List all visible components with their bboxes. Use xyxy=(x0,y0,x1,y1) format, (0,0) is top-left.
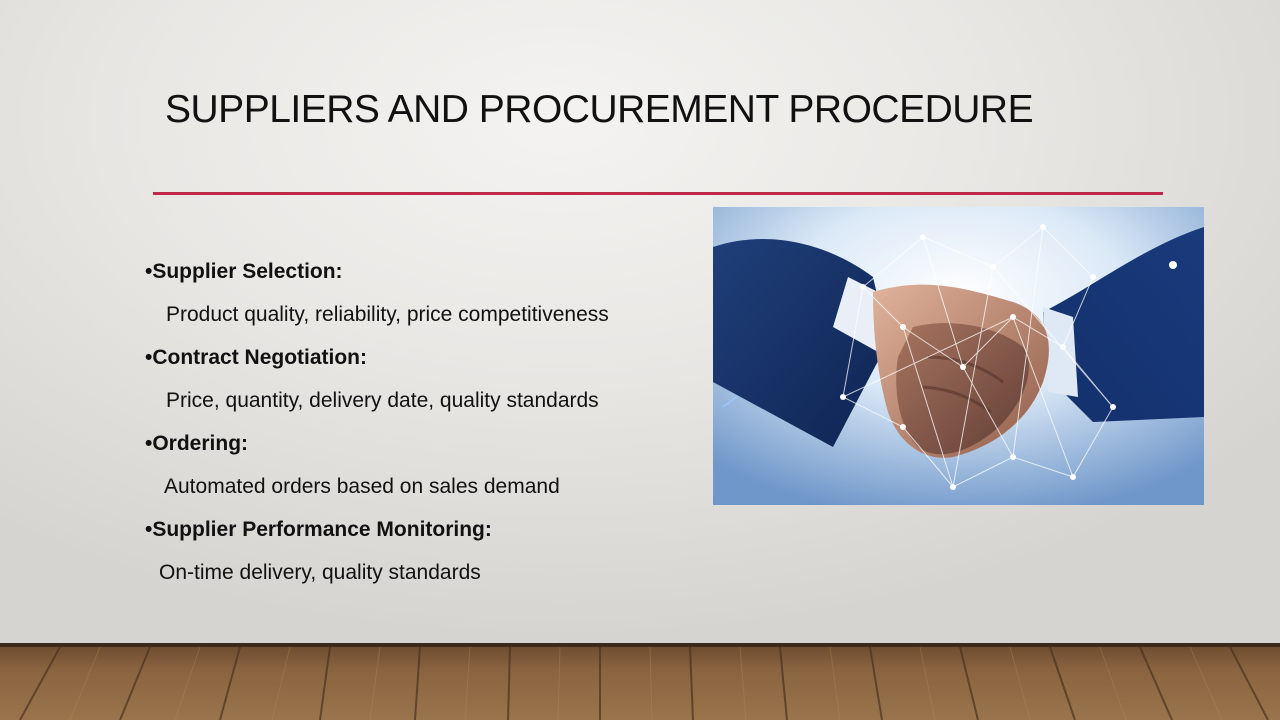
wood-floor xyxy=(0,643,1280,720)
bullet-heading-contract-negotiation: •Contract Negotiation: xyxy=(145,346,368,369)
floor-planks xyxy=(0,643,1280,720)
bullet-heading-supplier-selection: •Supplier Selection: xyxy=(145,260,343,283)
bullet-detail-supplier-selection: Product quality, reliability, price comp… xyxy=(166,303,609,326)
title-underline xyxy=(153,192,1163,195)
bullet-detail-ordering: Automated orders based on sales demand xyxy=(164,475,560,498)
bullet-heading-ordering: •Ordering: xyxy=(145,432,249,455)
slide-title: SUPPLIERS AND PROCUREMENT PROCEDURE xyxy=(165,88,1034,131)
bullet-detail-supplier-performance: On-time delivery, quality standards xyxy=(159,561,481,584)
bullet-heading-supplier-performance: •Supplier Performance Monitoring: xyxy=(145,518,492,541)
handshake-illustration xyxy=(713,207,1204,505)
bullet-list: •Supplier Selection: Product quality, re… xyxy=(145,258,705,602)
handshake-network-photo xyxy=(713,207,1204,505)
bullet-detail-contract-negotiation: Price, quantity, delivery date, quality … xyxy=(166,389,599,412)
